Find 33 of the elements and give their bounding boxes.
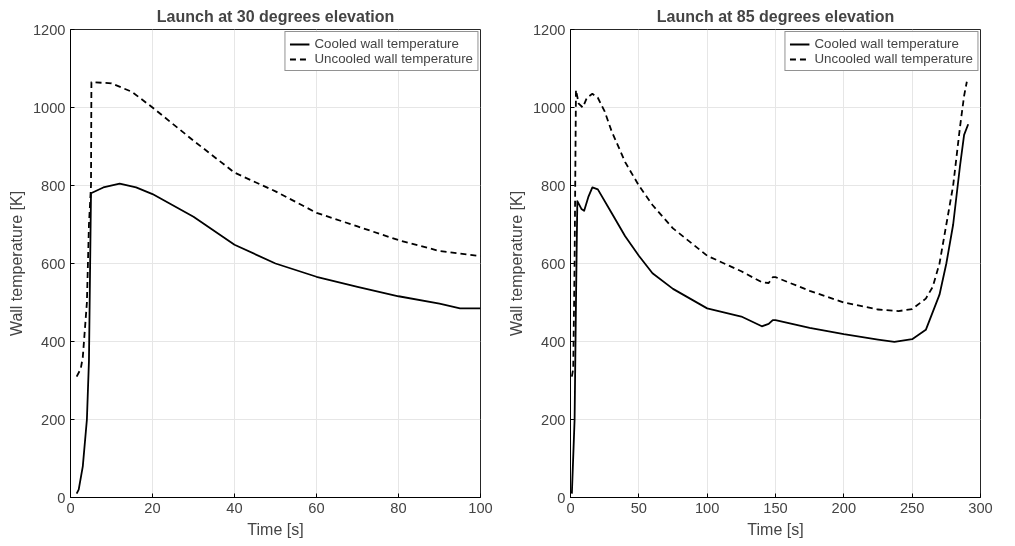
y-tick-label: 1000 bbox=[32, 99, 66, 116]
x-tick-label: 60 bbox=[308, 499, 325, 516]
legend-label: Uncooled wall temperature bbox=[814, 51, 973, 66]
x-axis-title: Time [s] bbox=[247, 520, 304, 538]
x-tick-label: 250 bbox=[899, 499, 925, 516]
x-tick-label: 20 bbox=[144, 499, 161, 516]
y-tick-label: 400 bbox=[41, 333, 66, 350]
y-tick-label: 600 bbox=[541, 255, 566, 272]
legend-label: Cooled wall temperature bbox=[314, 36, 459, 51]
chart-title: Launch at 85 degrees elevation bbox=[656, 7, 895, 25]
y-tick-label: 400 bbox=[541, 333, 566, 350]
y-tick-label: 1200 bbox=[532, 21, 566, 38]
x-tick-label: 50 bbox=[630, 499, 647, 516]
x-tick-label: 80 bbox=[390, 499, 407, 516]
y-tick-label: 1000 bbox=[532, 99, 566, 116]
y-tick-label: 200 bbox=[541, 411, 566, 428]
chart-title: Launch at 30 degrees elevation bbox=[156, 7, 395, 25]
y-tick-label: 600 bbox=[41, 255, 66, 272]
x-tick-label: 40 bbox=[226, 499, 243, 516]
x-axis-title: Time [s] bbox=[747, 520, 804, 538]
y-tick-label: 1200 bbox=[32, 21, 66, 38]
x-tick-label: 150 bbox=[763, 499, 788, 516]
y-tick-label: 200 bbox=[41, 411, 66, 428]
x-tick-label: 200 bbox=[831, 499, 857, 516]
x-tick-label: 100 bbox=[694, 499, 720, 516]
legend-label: Cooled wall temperature bbox=[814, 36, 959, 51]
y-axis-title: Wall temperature [K] bbox=[7, 190, 25, 337]
x-tick-label: 300 bbox=[968, 499, 993, 516]
x-tick-label: 100 bbox=[468, 499, 493, 516]
y-tick-label: 800 bbox=[541, 177, 566, 194]
y-axis-title: Wall temperature [K] bbox=[507, 190, 525, 337]
legend-label: Uncooled wall temperature bbox=[314, 51, 473, 66]
y-tick-label: 800 bbox=[41, 177, 66, 194]
